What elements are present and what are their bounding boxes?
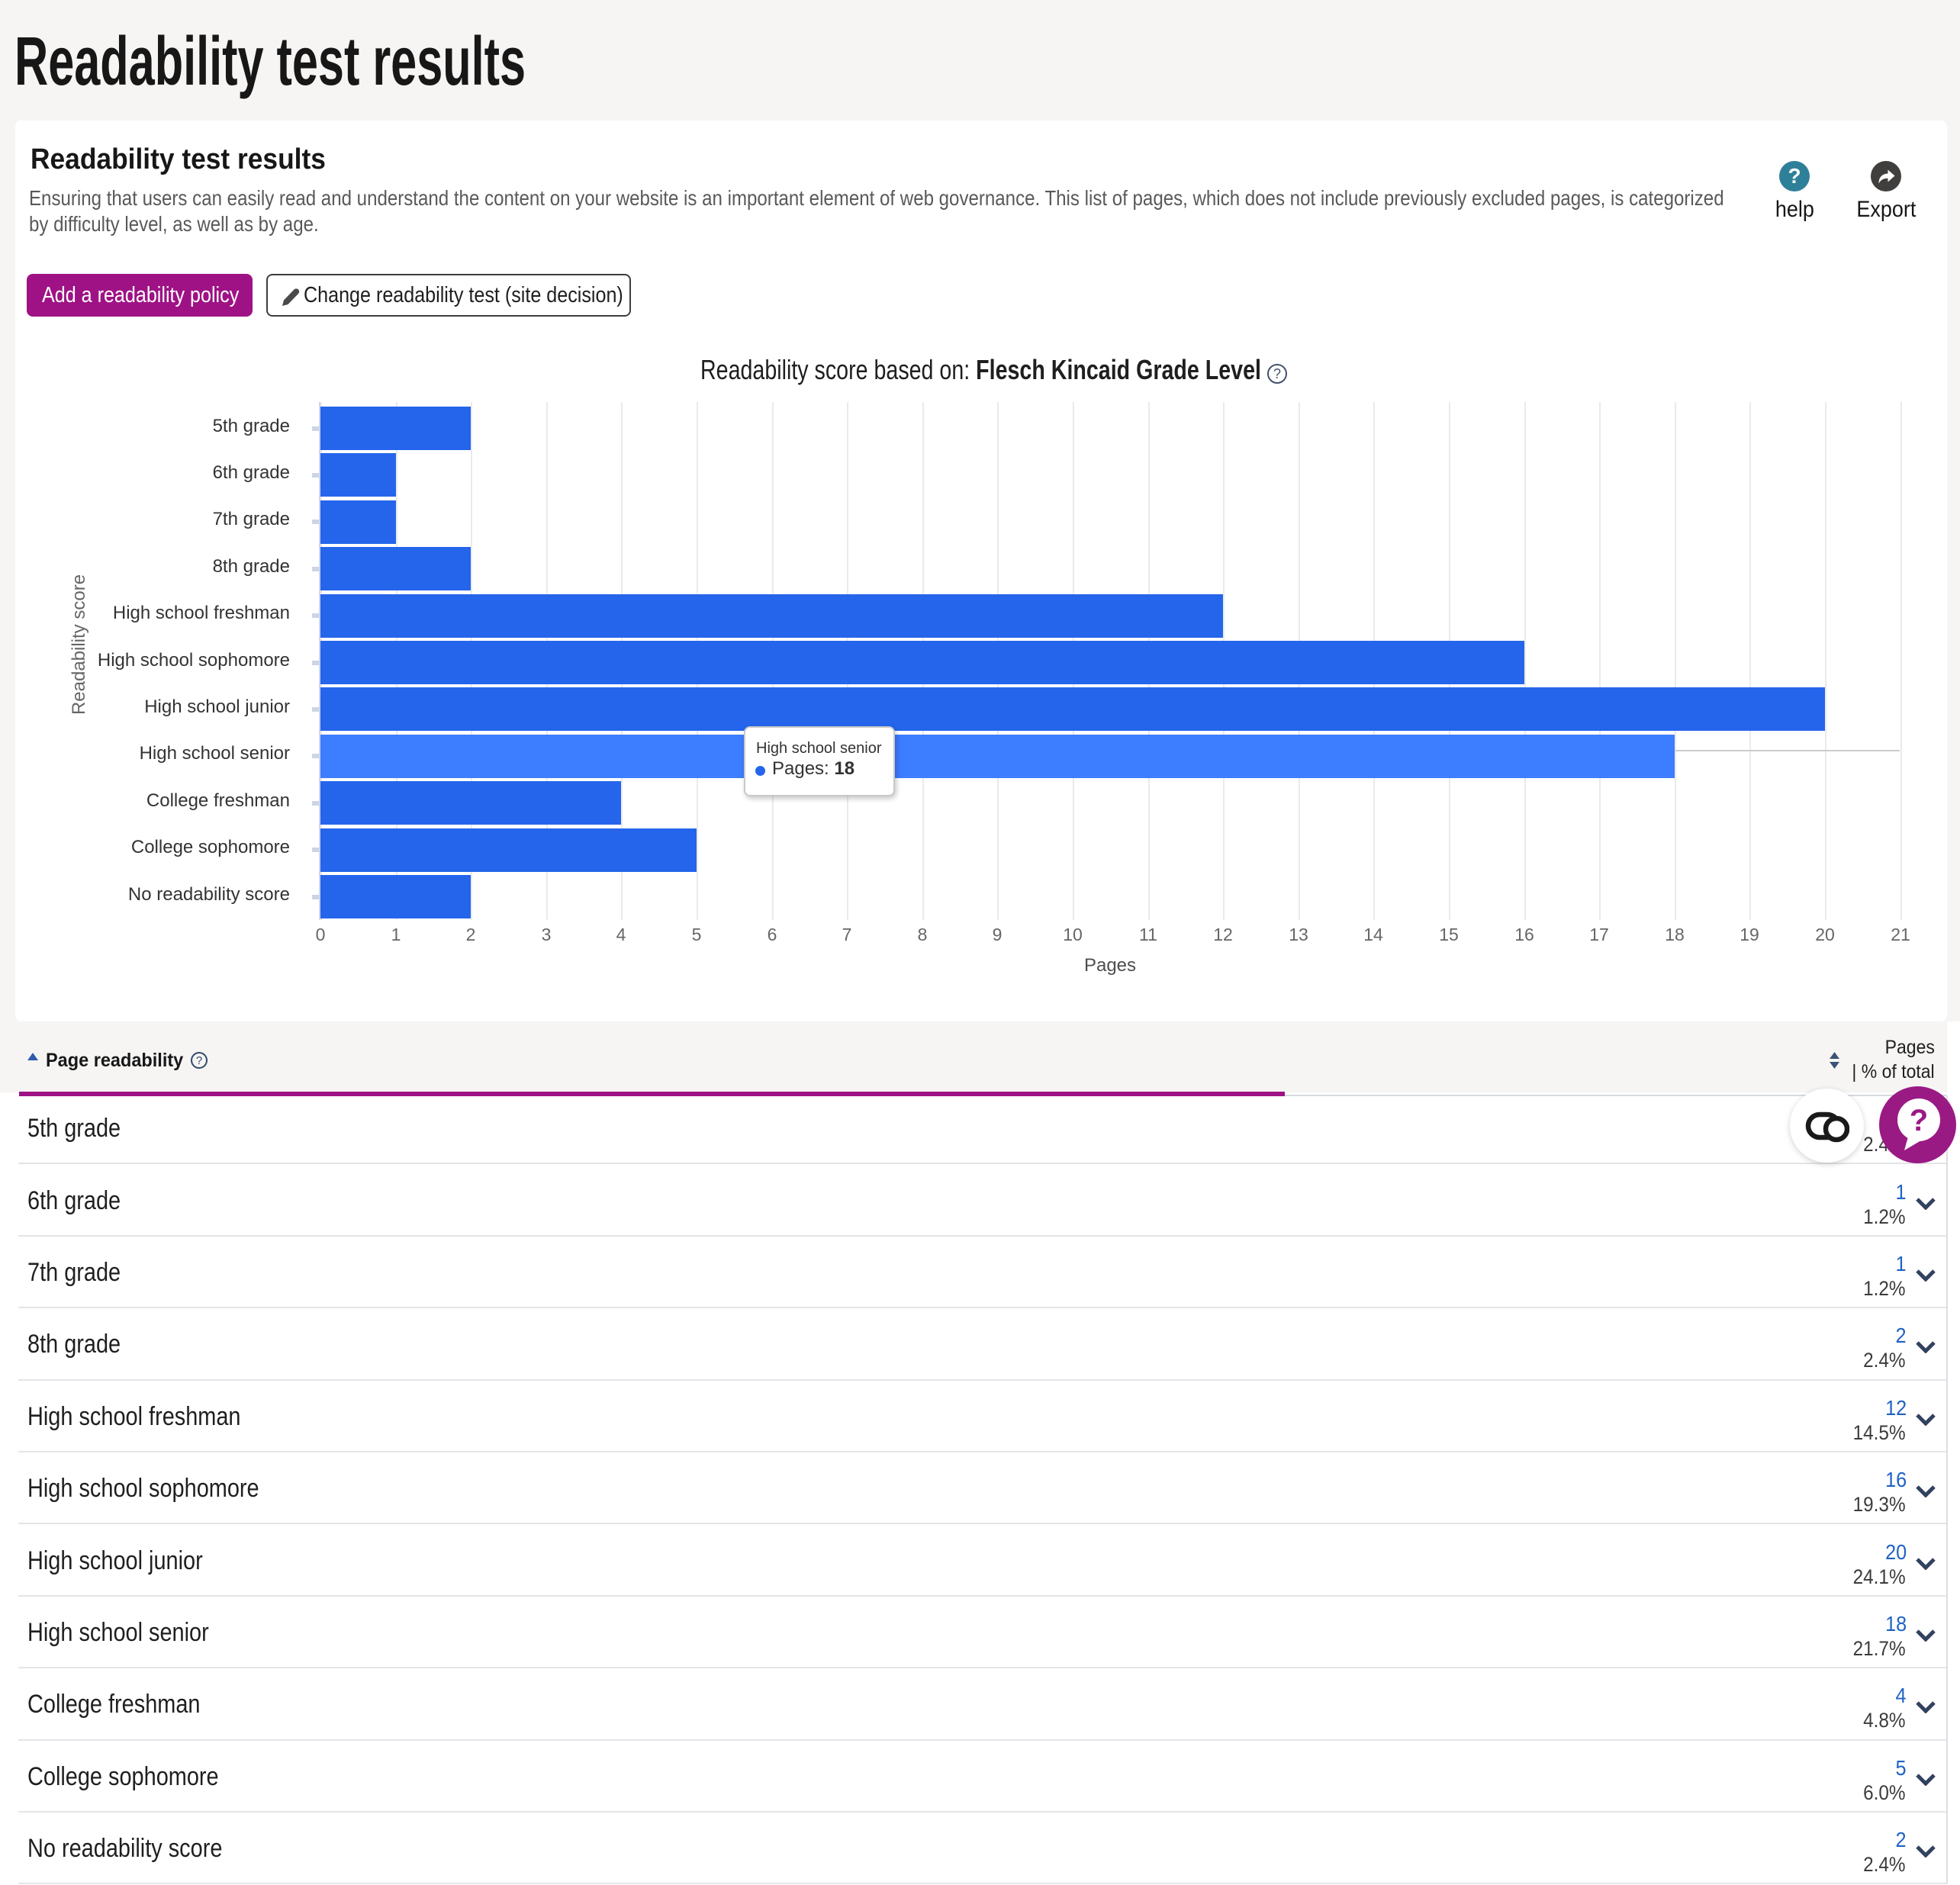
svg-text:?: ? [1910, 1104, 1928, 1137]
